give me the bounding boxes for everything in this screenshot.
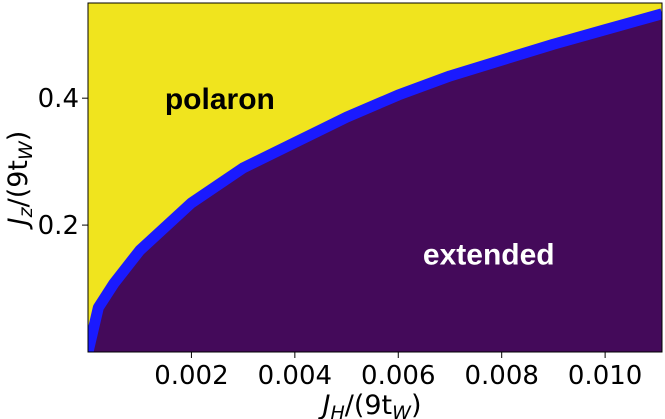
y-axis-label-rest: /(9t bbox=[3, 160, 34, 207]
x-axis-ticks: 0.002 0.004 0.006 0.008 0.010 bbox=[154, 352, 642, 391]
x-tick-label-4: 0.010 bbox=[568, 361, 642, 391]
x-tick-label-3: 0.008 bbox=[464, 361, 538, 391]
x-axis-label-main: J bbox=[317, 390, 330, 419]
x-axis-label-close: ) bbox=[411, 390, 422, 419]
y-axis-label-sub: z bbox=[15, 206, 37, 218]
y-axis-label-close: ) bbox=[3, 131, 34, 142]
plot-frame bbox=[87, 2, 663, 353]
x-axis-label-sub2: W bbox=[392, 402, 412, 419]
x-tick-label-0: 0.002 bbox=[154, 361, 228, 391]
y-axis-ticks: 0.2 0.4 bbox=[38, 84, 88, 241]
x-axis-label: JH/(9tW) bbox=[317, 390, 421, 419]
y-tick-label-1: 0.4 bbox=[38, 84, 79, 114]
y-tick-label-0: 0.2 bbox=[38, 211, 79, 241]
x-tick-label-2: 0.006 bbox=[361, 361, 435, 391]
region-label-extended: extended bbox=[423, 239, 555, 272]
y-axis-label: Jz/(9tW) bbox=[3, 131, 37, 231]
y-axis-label-main: J bbox=[3, 217, 34, 230]
region-label-polaron: polaron bbox=[165, 83, 275, 116]
y-axis-label-sub2: W bbox=[15, 140, 37, 160]
x-axis-label-rest: /(9t bbox=[345, 390, 392, 419]
x-tick-label-1: 0.004 bbox=[258, 361, 332, 391]
phase-boundary-line bbox=[88, 8, 662, 352]
extended-region bbox=[88, 13, 662, 352]
x-axis-label-sub: H bbox=[330, 402, 344, 419]
